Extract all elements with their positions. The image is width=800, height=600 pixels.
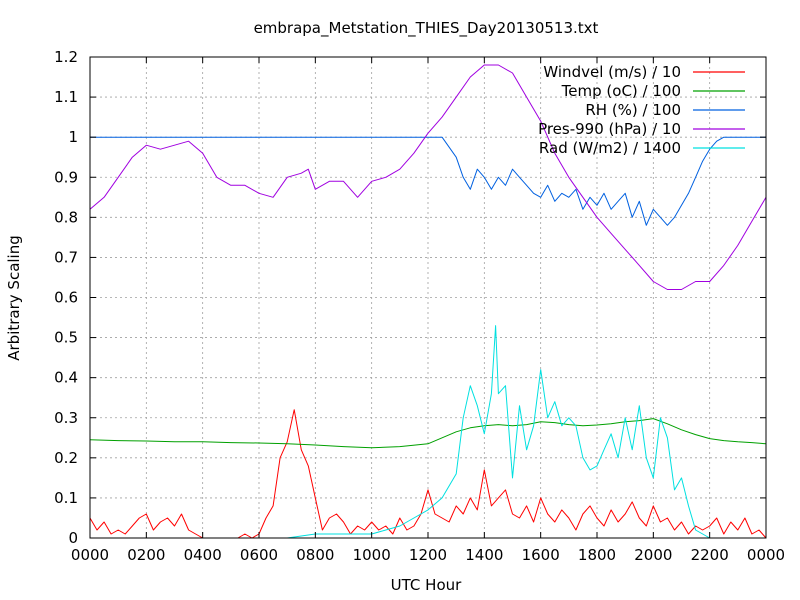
x-tick-label: 0400 xyxy=(184,546,222,564)
series-line-3 xyxy=(90,136,766,226)
y-axis-label: Arbitrary Scaling xyxy=(5,235,23,361)
x-tick-label: 0800 xyxy=(296,546,334,564)
y-tick-label: 0.9 xyxy=(54,168,78,186)
x-tick-label: 0600 xyxy=(240,546,278,564)
y-tick-label: 0.3 xyxy=(54,409,78,427)
x-tick-label: 1800 xyxy=(578,546,616,564)
y-tick-label: 0 xyxy=(68,529,78,547)
series-line-2 xyxy=(89,418,767,449)
series-line-4 xyxy=(89,64,767,290)
chart-title: embrapa_Metstation_THIES_Day20130513.txt xyxy=(254,19,599,38)
x-axis-label: UTC Hour xyxy=(391,576,462,594)
y-tick-label: 0.5 xyxy=(54,329,78,347)
x-tick-label: 0200 xyxy=(127,546,165,564)
x-tick-label: 1000 xyxy=(353,546,391,564)
series-line-5 xyxy=(90,325,766,539)
axis-ticks: 0000 0200 0400 0600 0800 1000 1200 1400 1600 1800… xyxy=(54,48,785,564)
x-tick-label: 1600 xyxy=(522,546,560,564)
x-tick-label: 0000 xyxy=(747,546,785,564)
y-tick-label: 1.1 xyxy=(54,88,78,106)
y-tick-label: 0.2 xyxy=(54,449,78,467)
y-tick-label: 1.2 xyxy=(54,48,78,66)
legend-label: Pres-990 (hPa) / 10 xyxy=(538,120,681,138)
y-tick-label: 0.1 xyxy=(54,489,78,507)
legend-label: Temp (oC) / 100 xyxy=(561,82,681,100)
x-tick-label: 0000 xyxy=(71,546,109,564)
y-tick-label: 1 xyxy=(68,128,78,146)
x-tick-label: 2200 xyxy=(691,546,729,564)
x-tick-label: 1400 xyxy=(465,546,503,564)
legend-label: Windvel (m/s) / 10 xyxy=(543,63,681,81)
x-tick-label: 1200 xyxy=(409,546,447,564)
y-tick-label: 0.4 xyxy=(54,369,78,387)
y-tick-label: 0.6 xyxy=(54,289,78,307)
y-tick-label: 0.8 xyxy=(54,208,78,226)
legend-label: Rad (W/m2) / 1400 xyxy=(539,139,681,157)
x-tick-label: 2000 xyxy=(634,546,672,564)
legend-label: RH (%) / 100 xyxy=(585,101,681,119)
y-tick-label: 0.7 xyxy=(54,248,78,266)
